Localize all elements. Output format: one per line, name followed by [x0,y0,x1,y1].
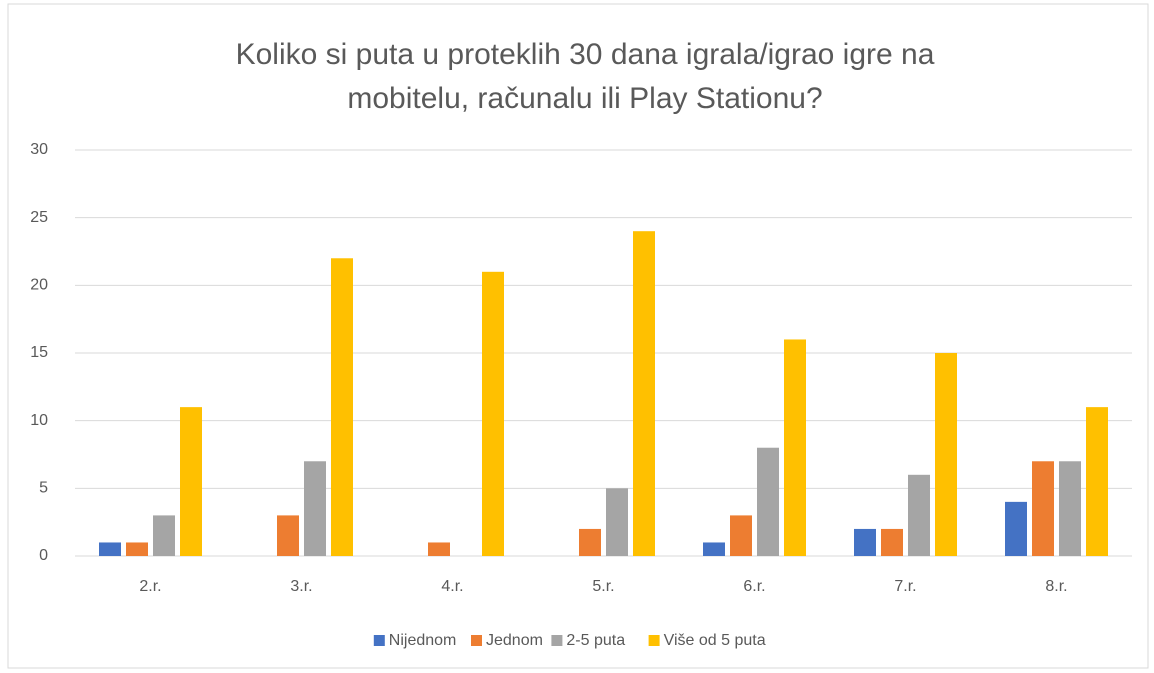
bar [277,515,299,556]
legend-swatch [471,635,482,646]
x-tick-label: 2.r. [139,578,161,595]
bar [757,447,779,556]
bar [935,353,957,556]
x-tick-label: 5.r. [592,578,614,595]
x-tick-label: 8.r. [1045,578,1067,595]
bar [99,542,121,556]
y-tick-label: 0 [39,547,48,564]
bar [784,339,806,556]
bar [703,542,725,556]
legend-label: Više od 5 puta [664,632,766,649]
bar [331,258,353,556]
bar [606,488,628,556]
bar [304,461,326,556]
bar [1086,407,1108,556]
bar [881,528,903,556]
legend-label: Nijednom [389,632,457,649]
y-tick-label: 15 [30,344,48,361]
x-tick-label: 4.r. [441,578,463,595]
bar [1005,501,1027,556]
bar [482,271,504,556]
legend-label: Jednom [486,632,543,649]
legend-swatch [373,635,385,646]
bar [854,528,876,556]
y-tick-label: 10 [30,412,48,429]
bar [908,474,930,556]
x-tick-label: 6.r. [743,578,765,595]
x-tick-label: 7.r. [894,578,916,595]
bar [1032,461,1054,556]
bar [153,515,175,556]
y-tick-label: 5 [39,480,48,497]
chart-title: Koliko si puta u proteklih 30 dana igral… [236,38,935,71]
bar [579,528,601,556]
y-tick-label: 20 [30,277,48,294]
bar [180,407,202,556]
legend-label: 2-5 puta [566,632,625,649]
chart-frame [7,3,1149,669]
bar [633,231,655,556]
legend-swatch [648,635,660,646]
bar [126,542,148,556]
bar [730,515,752,556]
legend-swatch [551,635,563,646]
chart-title: mobitelu, računalu ili Play Stationu? [347,82,822,115]
bar [1059,461,1081,556]
y-tick-label: 25 [30,209,48,226]
x-tick-label: 3.r. [290,578,312,595]
bar [428,542,450,556]
y-tick-label: 30 [30,141,48,158]
